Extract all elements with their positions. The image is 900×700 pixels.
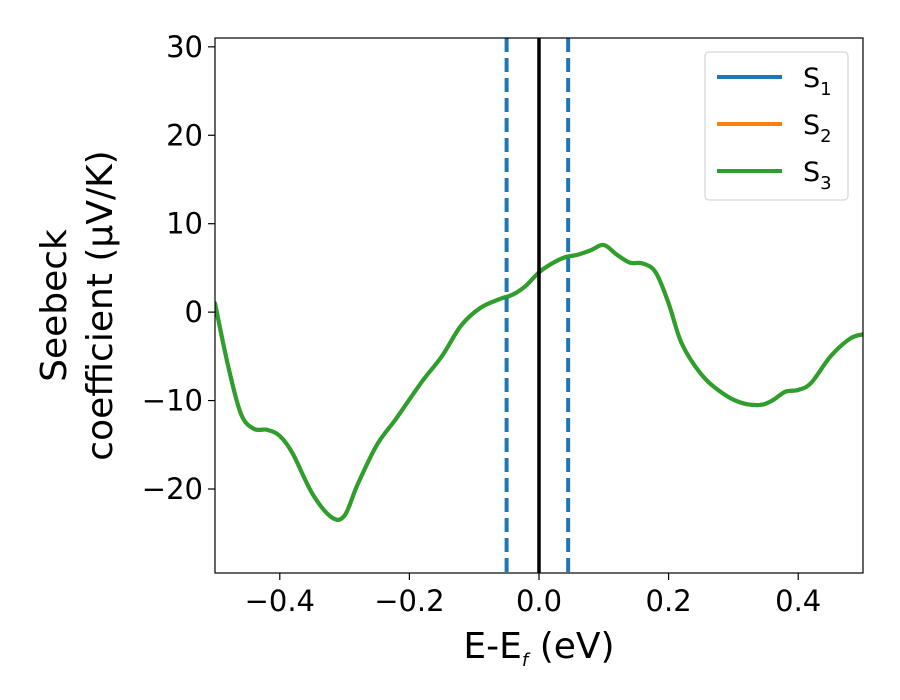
x-axis-label-unit: (eV) bbox=[528, 626, 614, 667]
series-line-3 bbox=[215, 242, 863, 522]
x-axis-label-sub: f bbox=[522, 650, 531, 671]
y-tick-label: 0 bbox=[185, 295, 203, 329]
y-tick-label: −10 bbox=[142, 384, 203, 418]
x-tick-label: 0.4 bbox=[775, 584, 821, 618]
y-tick-label: 20 bbox=[166, 118, 203, 152]
legend: S1 S2 S3 bbox=[704, 51, 849, 201]
legend-label-3: S3 bbox=[803, 157, 832, 194]
y-axis-label: Seebeck coefficient (μV/K) bbox=[34, 150, 121, 460]
y-tick-label: 30 bbox=[166, 30, 203, 64]
x-ticks: −0.4 −0.2 0.0 0.2 0.4 bbox=[245, 573, 821, 618]
y-tick-label: −20 bbox=[142, 472, 203, 506]
legend-label-2: S2 bbox=[803, 110, 832, 147]
x-tick-label: −0.2 bbox=[374, 584, 444, 618]
legend-label-1: S1 bbox=[803, 63, 832, 100]
vline-layer bbox=[504, 38, 571, 573]
x-tick-label: −0.4 bbox=[245, 584, 315, 618]
x-tick-label: 0.2 bbox=[646, 584, 692, 618]
y-ticks: −20 −10 0 10 20 30 bbox=[142, 30, 215, 506]
y-tick-label: 10 bbox=[166, 207, 203, 241]
y-axis-label-line2: coefficient (μV/K) bbox=[80, 150, 121, 460]
series-layer bbox=[215, 242, 863, 522]
x-axis-label-main: E-E bbox=[463, 626, 521, 667]
x-tick-label: 0.0 bbox=[516, 584, 562, 618]
y-axis-label-line1: Seebeck bbox=[34, 229, 75, 382]
x-axis-label: E-Ef (eV) bbox=[463, 626, 614, 671]
